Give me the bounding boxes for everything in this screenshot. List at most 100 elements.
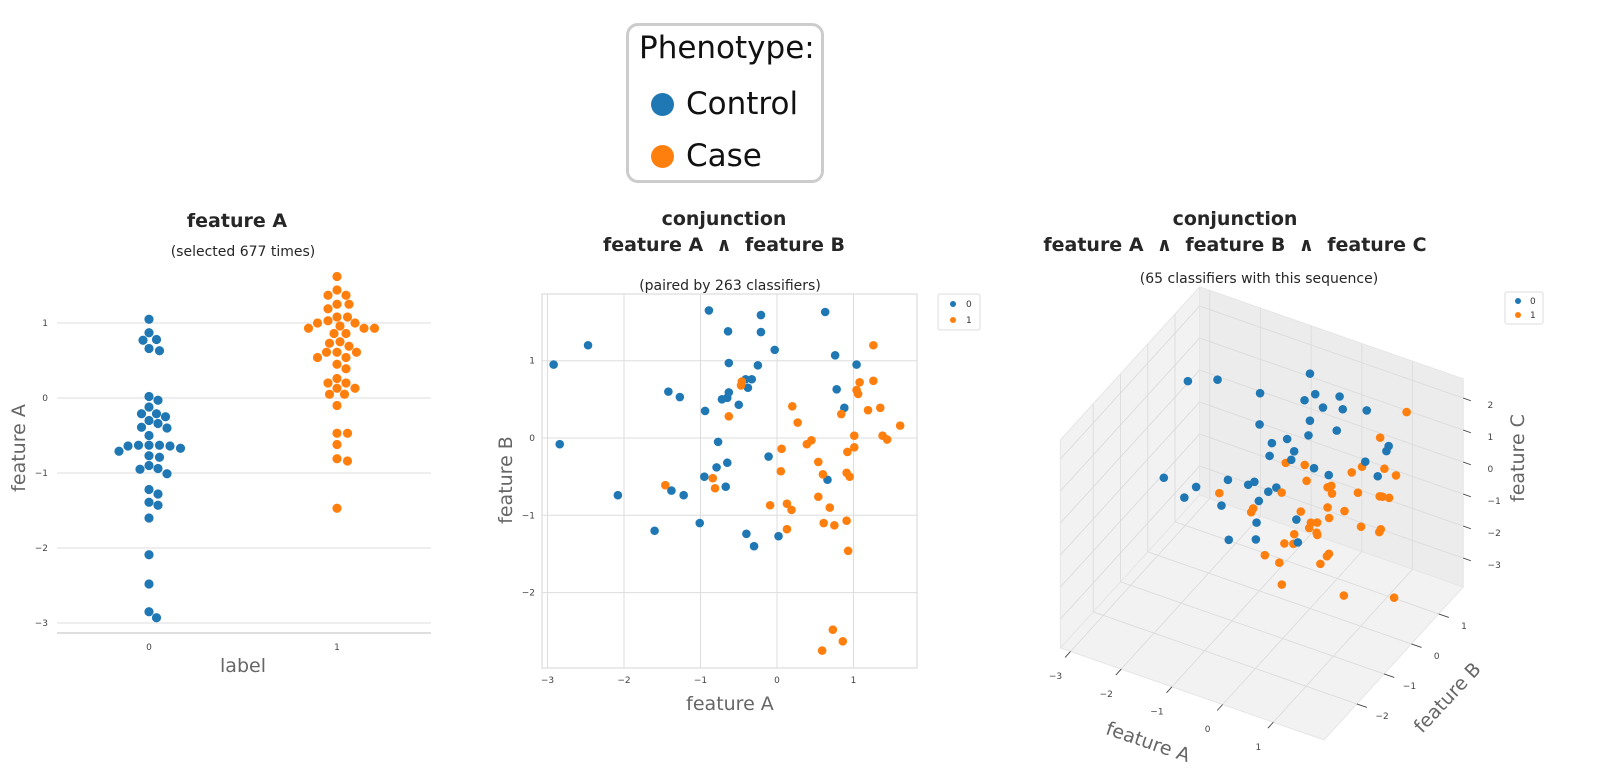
swarm-point — [175, 443, 186, 453]
gridline-c — [1060, 401, 1200, 556]
scatter-ytick-label: 0 — [529, 434, 535, 444]
swarm-point — [332, 454, 342, 464]
scatter3d-point-0 — [1267, 438, 1277, 448]
scatter-point-0 — [664, 387, 673, 396]
gridline-c — [1060, 305, 1200, 460]
scatter3d-xtick-label: 1 — [1255, 743, 1261, 753]
scatter3d-point-1 — [1323, 503, 1332, 512]
scatter-subtitle: (paired by 263 classifiers) — [639, 278, 821, 294]
gridline-b — [1147, 551, 1412, 645]
scatter3d-point-1 — [1391, 471, 1401, 480]
scatter3d-ztick-label: −2 — [1488, 529, 1501, 539]
scatter3d-point-1 — [1375, 527, 1384, 537]
legend-label-1: 1 — [966, 316, 972, 326]
scatter3d-xtick-label: 0 — [1205, 725, 1211, 735]
scatter3d-point-1 — [1389, 593, 1399, 603]
scatter3d-point-0 — [1159, 473, 1169, 483]
swarm-point — [144, 484, 154, 495]
scatter3d-point-1 — [1324, 513, 1334, 523]
scatter-point-0 — [724, 358, 734, 368]
scatter3d-point-0 — [1223, 475, 1233, 485]
swarm-point — [144, 497, 154, 507]
scatter-point-1 — [819, 518, 828, 528]
swarm-point — [341, 364, 351, 374]
scatter-point-0 — [650, 526, 659, 536]
tick-a — [1267, 721, 1274, 729]
gridline-c — [1060, 465, 1200, 620]
tick-a — [1216, 704, 1223, 711]
scatter3d-point-1 — [1327, 489, 1337, 498]
scatter-point-1 — [845, 472, 854, 481]
scatter3d-point-0 — [1264, 487, 1273, 497]
scatter-point-0 — [723, 327, 733, 336]
legend-item-case: Case — [651, 136, 762, 176]
scatter3d-point-0 — [1255, 420, 1264, 429]
scatter-legend-box — [937, 293, 981, 331]
scatter3d-point-1 — [1215, 488, 1224, 498]
scatter-point-0 — [747, 374, 757, 384]
scatter3d-xtick-label: −3 — [1049, 672, 1062, 682]
swarm-point — [144, 314, 154, 324]
swarm-ytick-label: 0 — [42, 394, 48, 404]
scatter-point-1 — [736, 381, 746, 390]
scatter-xtick-label: −1 — [694, 676, 707, 686]
swarm-ytick-label: −2 — [35, 544, 48, 554]
scatter-point-1 — [838, 636, 848, 646]
scatter-point-1 — [708, 473, 718, 483]
scatter-point-0 — [820, 307, 830, 317]
scatter-point-0 — [722, 458, 732, 468]
scatter3d-point-0 — [1265, 451, 1274, 461]
scatter3d-point-1 — [1324, 549, 1334, 559]
scatter-point-0 — [724, 388, 734, 397]
swarm-point — [324, 389, 335, 399]
scatter-title-line1: conjunction — [662, 208, 787, 230]
scatter3d-ytick-label: −1 — [1403, 682, 1416, 692]
swarm-xtick-label: 1 — [334, 643, 340, 653]
scatter3d-point-0 — [1255, 388, 1265, 398]
scatter3d-point-0 — [1251, 535, 1261, 544]
scatter3d-ztick-label: 1 — [1488, 433, 1494, 443]
scatter3d-ztick-label: 2 — [1488, 401, 1494, 411]
swarm-point — [324, 338, 335, 348]
swarm-point — [341, 352, 351, 363]
swarm-point — [332, 383, 342, 393]
swarm-point — [342, 456, 353, 466]
scatter3d-point-1 — [1260, 550, 1270, 560]
tick-b — [1438, 613, 1449, 618]
swarm-point — [332, 503, 342, 513]
scatter3d-point-0 — [1289, 447, 1299, 456]
scatter3d-ytick-label: 1 — [1461, 622, 1467, 632]
swarm-point — [144, 430, 154, 441]
swarm-point — [136, 422, 147, 432]
tick-a — [1115, 668, 1122, 676]
scatter3d-point-0 — [1360, 457, 1370, 466]
scatter-point-1 — [787, 505, 796, 515]
scatter-point-1 — [661, 480, 670, 490]
swarm-point — [151, 409, 162, 419]
scatter-point-1 — [710, 483, 720, 493]
scatter-ytick-label: −2 — [522, 589, 535, 599]
swarm-point — [332, 312, 342, 322]
swarm-point — [344, 341, 354, 351]
scatter-point-1 — [818, 470, 828, 479]
swarm-point — [144, 343, 154, 354]
swarm-ytick-label: 1 — [42, 319, 48, 329]
scatter3d-point-1 — [1302, 476, 1311, 486]
scatter-point-0 — [774, 531, 783, 541]
scatter3d-ylabel: feature B — [1410, 658, 1486, 737]
scatter-point-0 — [700, 472, 709, 481]
scatter3d-point-0 — [1305, 416, 1315, 425]
scatter-point-1 — [793, 418, 802, 427]
swarm-point — [153, 395, 163, 405]
swarm-point — [144, 402, 154, 412]
scatter3d-point-0 — [1324, 470, 1334, 480]
scatter3d-point-0 — [1382, 446, 1391, 456]
scatter3d-point-0 — [1338, 404, 1348, 414]
swarm-point — [339, 389, 350, 399]
scatter-point-0 — [830, 350, 840, 360]
scatter-point-1 — [830, 521, 839, 530]
scatter-point-0 — [770, 345, 780, 355]
scatter3d-point-1 — [1300, 460, 1310, 470]
swarm-point — [123, 441, 133, 451]
scatter3d-zlabel: feature C — [1507, 414, 1529, 502]
